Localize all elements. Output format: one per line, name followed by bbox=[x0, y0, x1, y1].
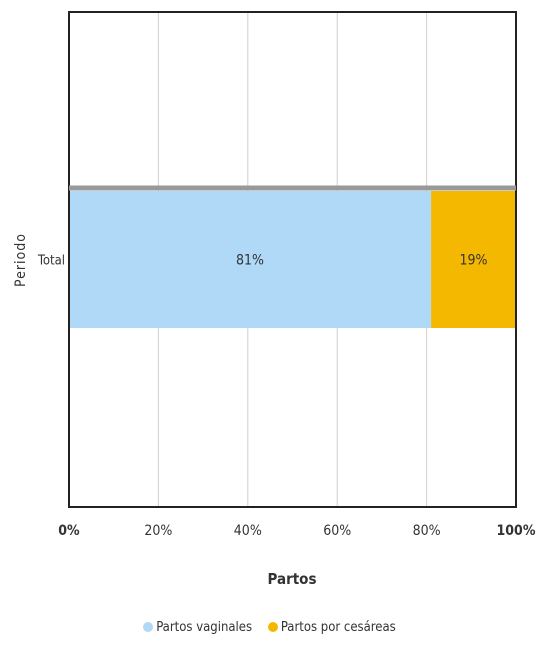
bar-segment bbox=[69, 191, 432, 328]
legend-label-vaginal: Partos vaginales bbox=[156, 620, 253, 635]
y-axis-title: Periodo bbox=[13, 233, 29, 287]
data-label: 19% bbox=[460, 253, 488, 269]
x-tick-label: 60% bbox=[323, 523, 351, 539]
x-tick-label: 100% bbox=[497, 523, 536, 539]
legend: Partos vaginales Partos por cesáreas bbox=[0, 620, 539, 635]
legend-item-vaginal[interactable]: Partos vaginales bbox=[143, 620, 252, 635]
x-tick-label: 80% bbox=[413, 523, 441, 539]
x-tick-labels: 0% 20% 40% 60% 80% 100% bbox=[58, 523, 536, 539]
x-tick-label: 0% bbox=[58, 523, 80, 539]
legend-label-cesarea: Partos por cesáreas bbox=[280, 620, 396, 635]
x-tick-label: 40% bbox=[234, 523, 262, 539]
legend-item-cesarea[interactable]: Partos por cesáreas bbox=[267, 620, 396, 635]
y-category-label: Total bbox=[37, 254, 65, 269]
legend-swatch-cesarea bbox=[267, 622, 278, 632]
x-axis-title: Partos bbox=[267, 570, 316, 588]
y-category-labels: Total bbox=[37, 254, 65, 269]
data-label: 81% bbox=[236, 253, 264, 269]
bar-segment bbox=[431, 191, 516, 328]
legend-swatch-vaginal bbox=[143, 622, 154, 632]
bars: 81% 19% bbox=[69, 191, 516, 328]
x-tick-label: 20% bbox=[144, 523, 172, 539]
plot-frame bbox=[68, 11, 517, 508]
